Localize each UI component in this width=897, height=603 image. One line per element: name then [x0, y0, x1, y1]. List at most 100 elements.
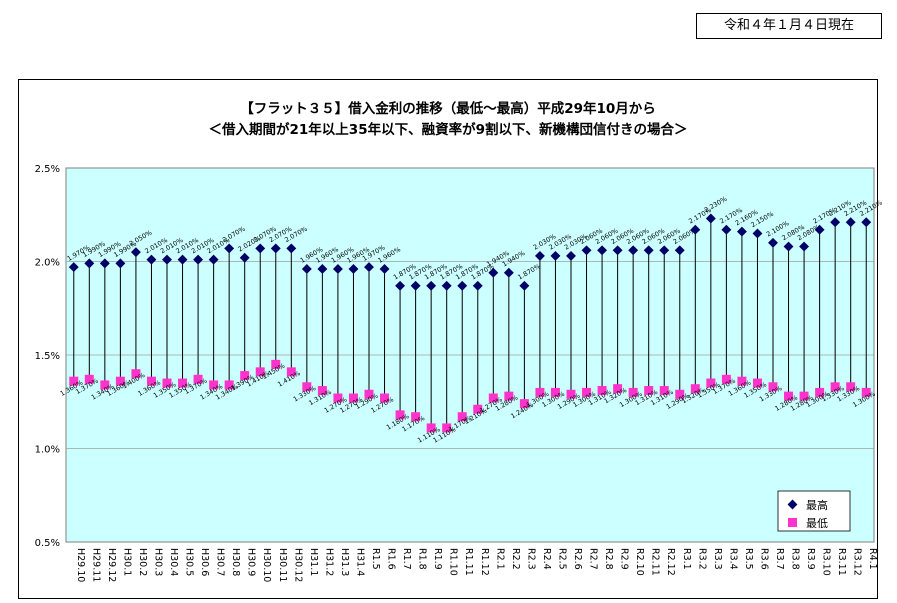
min-point [752, 378, 762, 388]
min-point [659, 386, 669, 396]
max-point [255, 243, 266, 254]
max-point [130, 247, 141, 258]
min-point [333, 393, 343, 403]
min-point [690, 384, 700, 394]
max-point [441, 280, 452, 291]
max-point [845, 217, 856, 228]
max-point [566, 250, 576, 261]
as-of-date: 令和４年１月４日現在 [696, 13, 882, 39]
x-tick-label: R3.6 [758, 548, 769, 570]
min-point [566, 389, 576, 399]
y-tick-label: 1.5% [35, 351, 60, 362]
max-point [752, 228, 763, 239]
min-point [84, 374, 94, 384]
min-point [348, 393, 358, 403]
min-point [519, 399, 529, 409]
x-tick-label: R2.9 [619, 548, 630, 570]
x-tick-label: R2.1 [494, 548, 505, 570]
max-point [659, 245, 670, 256]
x-tick-label: R2.3 [525, 548, 536, 570]
min-point [271, 359, 281, 369]
x-tick-label: R1.6 [386, 548, 397, 570]
max-point [628, 245, 639, 256]
x-tick-label: H29.12 [106, 548, 117, 582]
x-tick-label: R3.2 [696, 548, 707, 570]
max-point [348, 264, 359, 274]
min-point [504, 391, 514, 401]
max-point [581, 245, 592, 256]
min-point [364, 389, 374, 399]
x-tick-label: H30.5 [184, 548, 195, 576]
max-point [301, 264, 312, 274]
min-point [286, 367, 296, 377]
min-point [224, 380, 234, 390]
x-tick-label: R2.11 [650, 548, 661, 576]
min-point [146, 376, 156, 386]
max-point [379, 264, 390, 274]
max-point [643, 245, 654, 256]
min-point [395, 410, 405, 420]
x-tick-label: R3.9 [805, 548, 816, 570]
min-point [473, 404, 483, 414]
legend-max-marker [787, 499, 798, 510]
x-tick-label: R2.6 [572, 548, 583, 570]
min-point [426, 423, 436, 433]
x-tick-label: R1.9 [432, 548, 443, 570]
min-point [830, 382, 840, 392]
max-point [224, 243, 235, 254]
max-point [550, 250, 561, 261]
max-point [457, 280, 468, 291]
max-point [488, 267, 499, 278]
x-tick-label: R3.10 [821, 548, 832, 576]
x-tick-label: R2.2 [510, 548, 521, 570]
max-point [799, 241, 810, 252]
x-tick-label: H30.9 [246, 548, 257, 576]
x-tick-label: H31.3 [339, 548, 350, 576]
max-point [410, 280, 421, 291]
x-tick-label: R1.12 [479, 548, 490, 576]
x-tick-label: H30.8 [230, 548, 241, 576]
max-point [814, 224, 825, 235]
x-tick-label: H31.1 [308, 548, 319, 576]
legend-min-label: 最低 [806, 517, 828, 530]
min-point [380, 393, 390, 403]
max-point [503, 267, 514, 278]
min-point [550, 387, 560, 397]
min-point [597, 386, 607, 396]
max-point [162, 254, 172, 265]
max-point [519, 280, 530, 291]
min-point [613, 384, 623, 394]
min-point [69, 376, 79, 386]
max-point [721, 224, 732, 235]
y-tick-label: 0.5% [35, 538, 60, 549]
max-point [270, 243, 281, 254]
max-point [317, 264, 328, 274]
min-point [131, 369, 141, 379]
min-point [240, 371, 250, 381]
chart-subtitle: ＜借入期間が21年以上35年以下、融資率が9割以下、新機構団信付きの場合＞ [208, 122, 688, 138]
x-tick-label: H30.1 [121, 548, 132, 576]
x-tick-label: R3.8 [790, 548, 801, 570]
x-tick-label: H29.10 [75, 548, 86, 582]
max-point [332, 264, 343, 274]
min-point [675, 389, 685, 399]
max-point [534, 250, 545, 261]
max-point [395, 280, 406, 291]
min-point [846, 382, 856, 392]
x-tick-label: R1.8 [417, 548, 428, 570]
x-tick-label: R3.5 [743, 548, 754, 570]
x-tick-label: R3.3 [712, 548, 723, 570]
max-point [426, 280, 437, 291]
max-point [674, 245, 685, 256]
min-point [411, 412, 421, 422]
max-point [193, 254, 204, 265]
x-tick-label: H31.2 [323, 548, 334, 576]
min-point [115, 376, 125, 386]
x-tick-label: R2.8 [603, 548, 614, 570]
min-point [317, 386, 327, 396]
min-point [721, 374, 731, 384]
x-tick-label: R3.11 [836, 548, 847, 576]
max-point [861, 217, 872, 228]
min-point [255, 367, 265, 377]
